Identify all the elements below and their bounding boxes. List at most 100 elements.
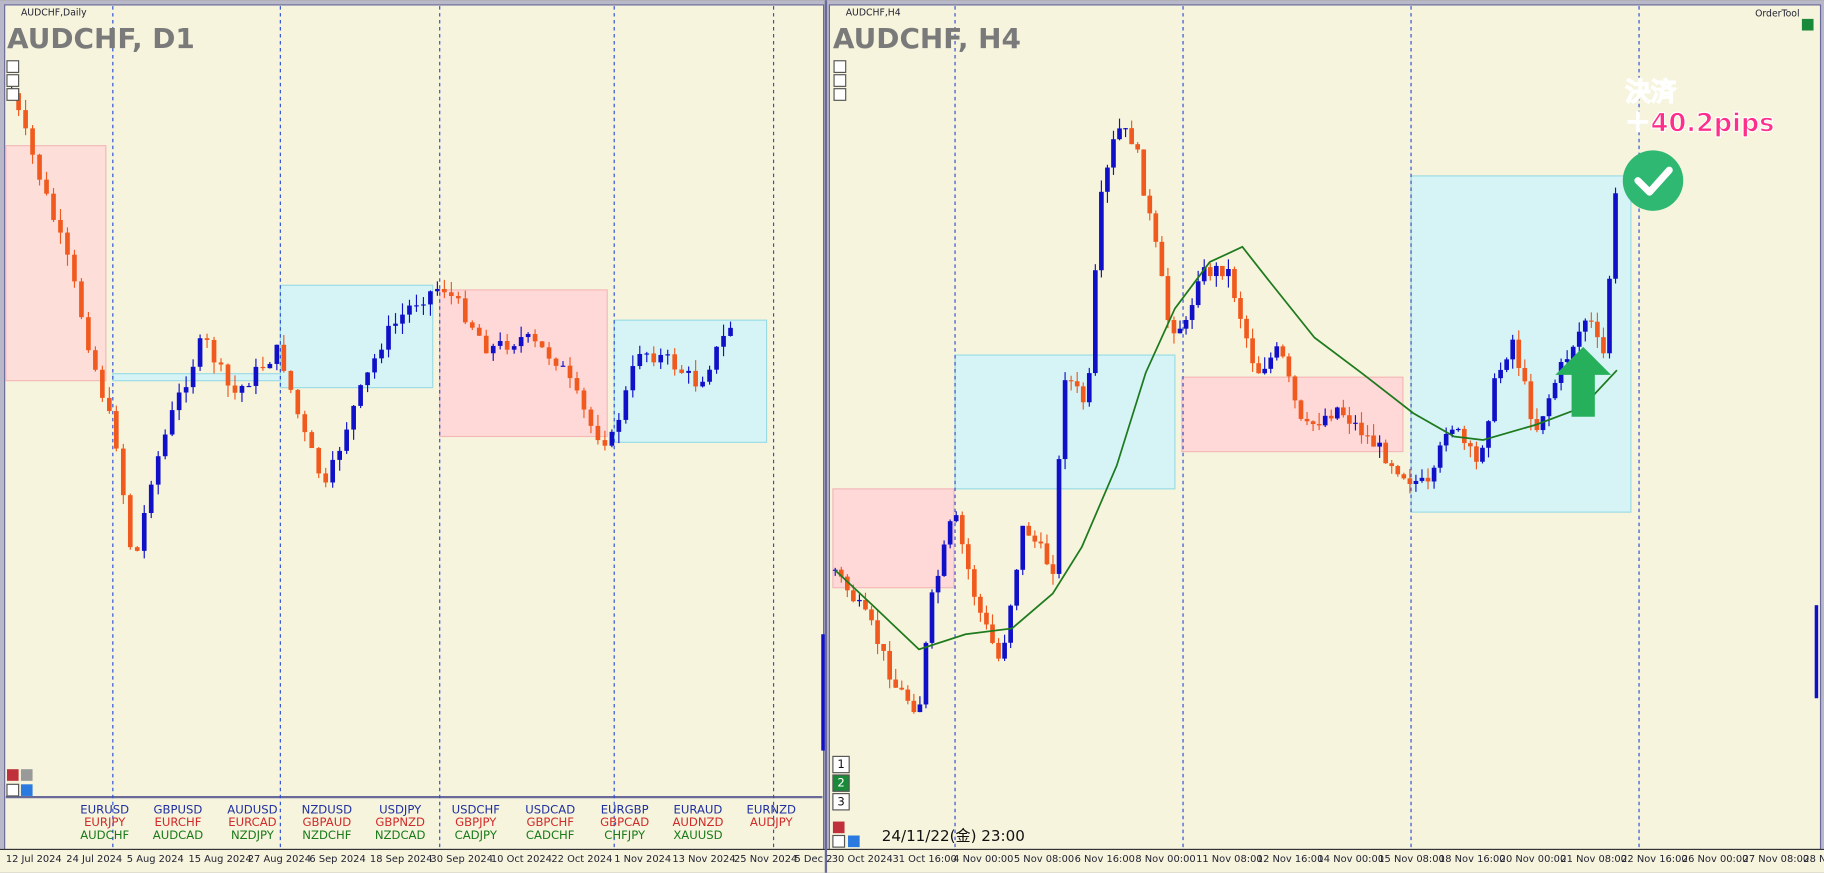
- tab[interactable]: [832, 755, 850, 774]
- candle-body: [1468, 443, 1473, 447]
- pair-link[interactable]: NZDCAD: [375, 828, 426, 842]
- candle-body: [309, 432, 315, 449]
- candle-body: [1298, 400, 1304, 419]
- candle-body: [295, 389, 301, 415]
- candle-body: [469, 322, 475, 328]
- button[interactable]: [6, 769, 19, 781]
- button[interactable]: [1801, 18, 1814, 31]
- candle-body: [679, 369, 684, 373]
- candle-body: [358, 385, 363, 406]
- candle-body: [941, 544, 947, 576]
- button[interactable]: [848, 835, 860, 848]
- pair-link[interactable]: GBPAUD: [303, 815, 352, 829]
- candle-body: [1062, 380, 1068, 460]
- scroll-buttons[interactable]: [6, 18, 1814, 848]
- pair-link[interactable]: GBPCHF: [526, 815, 574, 829]
- window-title: AUDCHF,H4: [846, 8, 901, 19]
- tab-label[interactable]: 2: [837, 776, 844, 790]
- button[interactable]: [832, 834, 846, 848]
- pair-link[interactable]: EURCAD: [228, 815, 276, 829]
- candle-body: [1026, 525, 1032, 536]
- tab-label[interactable]: 1: [837, 757, 844, 771]
- candle-body: [1589, 320, 1594, 322]
- candle-body: [1068, 380, 1074, 382]
- pair-link[interactable]: AUDCAD: [153, 828, 203, 842]
- candle-body: [1038, 541, 1044, 544]
- button[interactable]: [6, 783, 20, 797]
- candle-body: [1256, 363, 1261, 374]
- button[interactable]: [20, 769, 33, 781]
- candle-body: [183, 387, 189, 393]
- candle-body: [965, 544, 971, 570]
- candle-body: [1474, 446, 1479, 462]
- pair-link[interactable]: EURGBP: [601, 802, 649, 816]
- candle-body: [972, 569, 977, 597]
- candle-body: [1080, 386, 1086, 403]
- candle-body: [630, 366, 636, 391]
- button[interactable]: [832, 821, 845, 834]
- pair-link[interactable]: XAUUSD: [673, 828, 722, 842]
- x-label: 4 Nov 00:00: [953, 854, 1013, 865]
- pair-link[interactable]: GBPJPY: [455, 815, 497, 829]
- pair-link[interactable]: NZDJPY: [231, 828, 275, 842]
- symbol-label: AUDCHF, H4: [833, 22, 1021, 55]
- pair-link[interactable]: EURCHF: [155, 815, 202, 829]
- pair-link[interactable]: USDCAD: [525, 802, 575, 816]
- pair-link[interactable]: AUDNZD: [672, 815, 723, 829]
- pair-link[interactable]: GBPUSD: [154, 802, 203, 816]
- candle-body: [1546, 398, 1552, 417]
- button[interactable]: [6, 60, 20, 73]
- candle-body: [665, 354, 671, 356]
- candle-body: [1353, 422, 1358, 424]
- candle-body: [490, 345, 496, 354]
- button[interactable]: [833, 88, 847, 101]
- up-arrow: [1555, 346, 1612, 417]
- candle-body: [1280, 346, 1286, 357]
- candle-body: [1274, 346, 1280, 358]
- pair-link[interactable]: NZDUSD: [302, 802, 352, 816]
- candle-body: [330, 459, 336, 483]
- pair-link[interactable]: EURJPY: [84, 815, 126, 829]
- candle-body: [1449, 429, 1455, 434]
- candle-body: [190, 366, 196, 388]
- pair-link[interactable]: GBPNZD: [375, 815, 425, 829]
- tab-label[interactable]: 3: [837, 794, 844, 808]
- tab[interactable]: [832, 793, 850, 811]
- pair-link[interactable]: EURAUD: [674, 802, 723, 816]
- x-label: 22 Nov 16:00: [1621, 854, 1688, 865]
- candle-body: [1086, 373, 1092, 403]
- candle-body: [1510, 339, 1516, 360]
- button[interactable]: [20, 784, 33, 796]
- pair-link[interactable]: USDJPY: [379, 802, 422, 816]
- pair-link[interactable]: CADCHF: [526, 828, 575, 842]
- candle-body: [211, 339, 217, 363]
- candle-body: [1093, 270, 1098, 374]
- pair-link[interactable]: USDCHF: [452, 802, 501, 816]
- tab[interactable]: [832, 774, 850, 792]
- candle-body: [1238, 298, 1243, 319]
- candle-body: [1171, 320, 1177, 334]
- pair-link[interactable]: CADJPY: [455, 828, 498, 842]
- button[interactable]: [833, 74, 847, 87]
- pair-link[interactable]: EURUSD: [80, 802, 129, 816]
- pair-link[interactable]: NZDCHF: [302, 828, 351, 842]
- candle-body: [65, 232, 70, 255]
- x-label: 15 Aug 2024: [188, 854, 251, 865]
- pair-link[interactable]: GBPCAD: [600, 815, 649, 829]
- pair-link[interactable]: AUDJPY: [750, 815, 794, 829]
- button[interactable]: [6, 88, 20, 101]
- pair-link[interactable]: AUDCHF: [80, 828, 129, 842]
- candle-body: [1522, 367, 1528, 382]
- button[interactable]: [6, 74, 20, 87]
- button[interactable]: [833, 60, 847, 73]
- pair-link[interactable]: AUDUSD: [227, 802, 277, 816]
- candle-body: [1328, 415, 1334, 419]
- x-label: 25 Nov 2024: [734, 854, 797, 865]
- candle-body: [58, 219, 63, 233]
- candle-body: [323, 473, 329, 483]
- tool-label[interactable]: OrderTool: [1755, 9, 1799, 20]
- candle-body: [996, 642, 1001, 659]
- pair-link[interactable]: EURNZD: [746, 802, 796, 816]
- zone: [1181, 376, 1404, 453]
- pair-link[interactable]: CHFJPY: [604, 828, 646, 842]
